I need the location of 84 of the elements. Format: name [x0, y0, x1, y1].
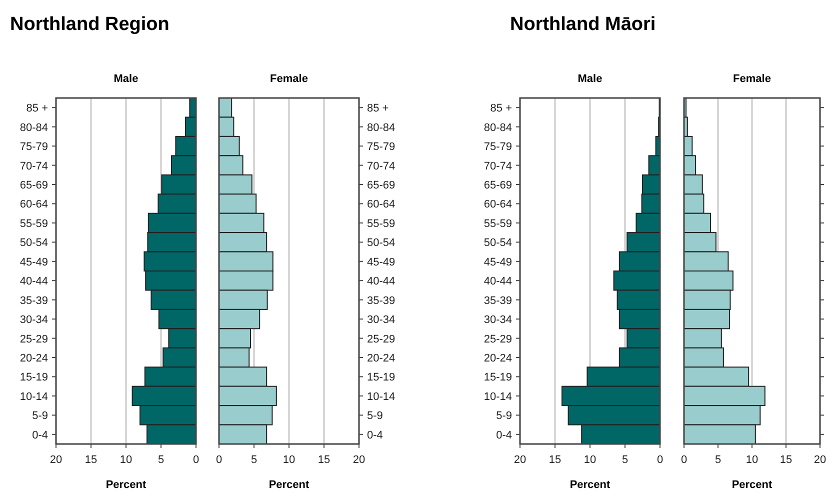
x-tick-label: 15: [780, 454, 792, 466]
y-tick-label: 75-79: [367, 141, 396, 154]
y-tick-label: 5-9: [32, 410, 48, 422]
x-tick-label: 15: [84, 454, 98, 466]
x-tick-label: 20: [814, 454, 826, 466]
x-tick-label: 0: [680, 454, 688, 466]
x-tick-label: 15: [318, 454, 330, 466]
y-tick-label: 5-9: [367, 410, 383, 422]
y-tick-label: 65-69: [20, 180, 48, 192]
x-tick-label: 10: [120, 454, 132, 466]
y-tick-label: 15-19: [20, 372, 48, 384]
y-tick-label: 30-34: [367, 314, 396, 326]
x-tick-label: 5: [250, 454, 258, 466]
x-axis-title: Percent: [732, 479, 773, 491]
y-tick-label: 45-49: [484, 256, 512, 268]
y-tick-label: 85 +: [367, 102, 389, 115]
y-tick-label: 60-64: [484, 198, 512, 211]
y-tick-label: 25-29: [484, 333, 512, 346]
x-tick-label: 0: [216, 454, 222, 466]
y-tick-label: 15-19: [484, 372, 512, 384]
x-tick-label: 5: [622, 454, 628, 466]
y-tick-label: 30-34: [484, 314, 512, 326]
y-tick-label: 70-74: [484, 160, 512, 172]
y-tick-label: 55-59: [367, 218, 396, 230]
x-tick-label: 10: [746, 454, 758, 466]
y-tick-label: 20-24: [20, 352, 48, 364]
y-tick-label: 20-24: [484, 352, 512, 364]
x-tick-label: 20: [50, 454, 62, 466]
y-tick-label: 20-24: [367, 352, 396, 364]
y-tick-label: 65-69: [367, 180, 396, 192]
chart-subtitle: Male: [114, 73, 138, 85]
y-tick-label: 75-79: [484, 141, 512, 154]
x-tick-label: 20: [514, 454, 526, 466]
y-tick-label: 25-29: [367, 333, 396, 346]
y-tick-label: 35-39: [484, 294, 512, 307]
y-tick-label: 70-74: [367, 160, 396, 172]
x-axis-title: Percent: [106, 479, 147, 491]
y-tick-label: 0-4: [32, 429, 48, 442]
y-tick-label: 45-49: [367, 256, 396, 268]
y-tick-label: 25-29: [20, 333, 48, 346]
x-tick-label: 0: [192, 454, 200, 466]
x-tick-label: 0: [656, 454, 664, 466]
x-tick-label: 5: [714, 454, 722, 466]
x-tick-label: 10: [282, 454, 296, 466]
chart-subtitle: Female: [270, 73, 308, 85]
y-tick-label: 50-54: [367, 237, 396, 250]
y-tick-label: 35-39: [367, 294, 396, 307]
y-tick-label: 30-34: [20, 314, 48, 326]
y-tick-label: 10-14: [367, 390, 396, 403]
y-tick-label: 85 +: [490, 102, 512, 115]
y-tick-label: 50-54: [20, 237, 48, 250]
x-tick-label: 10: [584, 454, 596, 466]
x-axis-title: Percent: [268, 479, 310, 491]
x-tick-label: 5: [158, 454, 164, 466]
y-tick-label: 65-69: [484, 180, 512, 192]
y-tick-label: 40-44: [367, 276, 396, 288]
y-tick-label: 55-59: [20, 218, 48, 230]
y-tick-label: 10-14: [20, 390, 48, 403]
y-tick-label: 5-9: [496, 410, 512, 422]
y-tick-label: 10-14: [484, 390, 512, 403]
y-tick-label: 60-64: [367, 198, 396, 211]
x-tick-label: 20: [352, 454, 366, 466]
y-tick-label: 85 +: [26, 102, 48, 115]
chart-subtitle: Female: [733, 73, 771, 85]
y-tick-label: 60-64: [20, 198, 48, 211]
chart-subtitle: Male: [578, 73, 602, 85]
y-tick-label: 80-84: [367, 122, 396, 134]
y-tick-label: 35-39: [20, 294, 48, 307]
y-tick-label: 45-49: [20, 256, 48, 268]
y-tick-label: 40-44: [20, 276, 48, 288]
chart-title: Northland Region: [10, 14, 170, 35]
chart-title: Northland Māori: [510, 14, 656, 35]
y-tick-label: 55-59: [484, 218, 512, 230]
y-tick-label: 0-4: [367, 429, 383, 442]
y-tick-label: 80-84: [20, 122, 48, 134]
x-axis-title: Percent: [570, 479, 611, 491]
y-tick-label: 70-74: [20, 160, 48, 172]
y-tick-label: 50-54: [484, 237, 512, 250]
y-tick-label: 15-19: [367, 372, 396, 384]
y-tick-label: 75-79: [20, 141, 48, 154]
x-tick-label: 15: [548, 454, 562, 466]
y-tick-label: 40-44: [484, 276, 512, 288]
y-tick-label: 0-4: [496, 429, 512, 442]
y-tick-label: 80-84: [484, 122, 512, 134]
